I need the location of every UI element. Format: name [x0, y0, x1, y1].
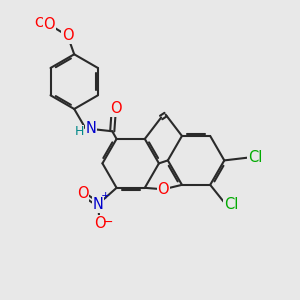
- Text: O: O: [44, 17, 55, 32]
- Text: +: +: [101, 191, 110, 201]
- Text: Cl: Cl: [224, 197, 238, 212]
- Text: −: −: [103, 215, 113, 229]
- Text: N: N: [85, 121, 96, 136]
- Text: O: O: [94, 216, 105, 231]
- Text: H: H: [75, 125, 84, 138]
- Text: Cl: Cl: [248, 150, 262, 165]
- Text: O: O: [110, 101, 122, 116]
- Text: N: N: [93, 197, 104, 212]
- Text: O: O: [62, 29, 73, 43]
- Text: O: O: [34, 16, 45, 30]
- Text: O: O: [158, 182, 169, 197]
- Text: O: O: [62, 28, 74, 44]
- Text: O: O: [77, 186, 88, 201]
